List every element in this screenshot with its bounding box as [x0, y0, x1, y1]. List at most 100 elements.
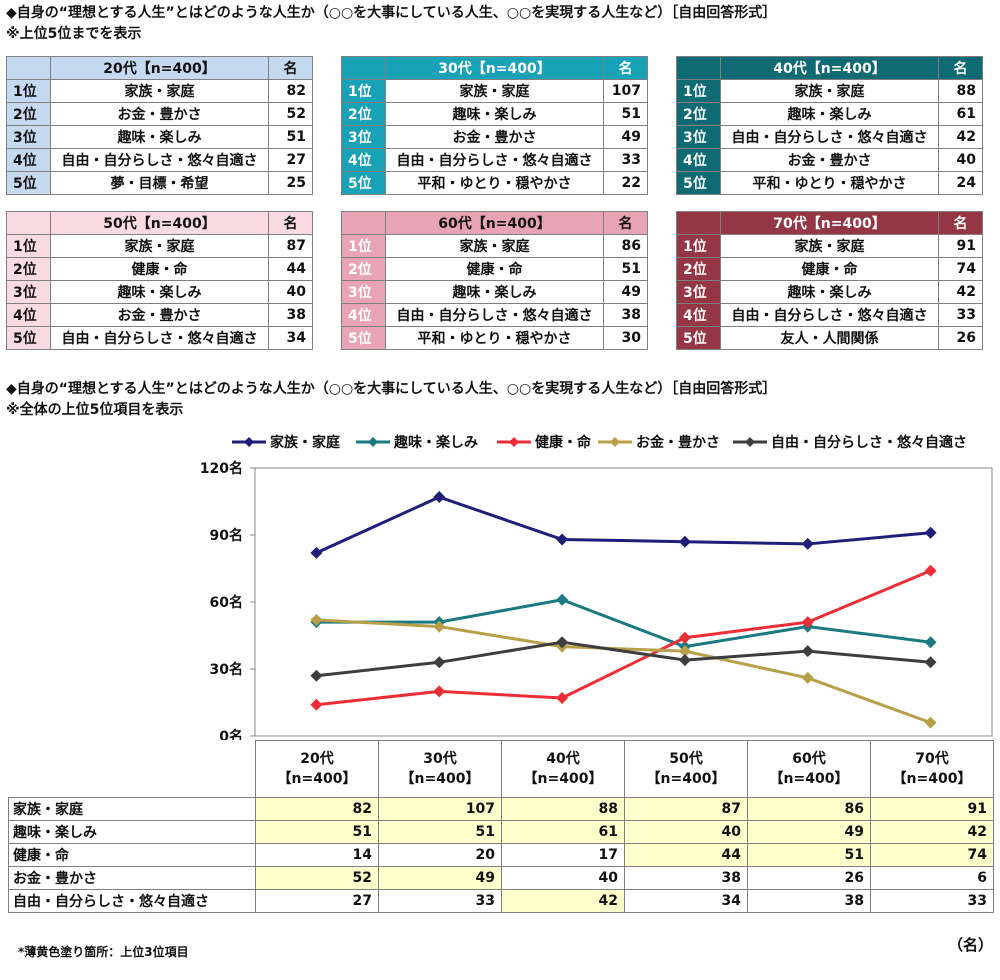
rank-item: 健康・命: [720, 257, 939, 281]
data-point: [310, 669, 323, 682]
table-cell: 44: [624, 843, 748, 867]
rank-table-1: 20代【n=400】名 1位 家族・家庭 82 2位 お金・豊かさ 52 3位 趣味・楽しみ 51…: [6, 56, 313, 195]
table-cell: 33: [378, 889, 502, 913]
rank-label: 3位: [676, 125, 721, 149]
rank-label: 3位: [341, 280, 386, 304]
data-point: [678, 645, 691, 658]
series-line: [315, 495, 931, 555]
table-row: 自由・自分らしさ・悠々自適さ 27 33 42 34 38 33: [8, 889, 994, 913]
rank-row: 3位 趣味・楽しみ 42: [676, 280, 983, 304]
rank-item: 平和・ゆとり・穏やかさ: [385, 326, 604, 350]
rank-row: 3位 趣味・楽しみ 40: [6, 280, 313, 304]
rank-row: 4位 お金・豊かさ 40: [676, 148, 983, 172]
row-label: 健康・命: [8, 843, 256, 867]
rank-label: 1位: [6, 79, 51, 103]
rank-count: 49: [603, 125, 648, 149]
rank-row: 4位 自由・自分らしさ・悠々自適さ 38: [341, 303, 648, 327]
category-header: 20代 【n=400】: [255, 740, 379, 798]
rank-item: 家族・家庭: [385, 234, 604, 258]
rank-row: 2位 健康・命 44: [6, 257, 313, 281]
data-point: [678, 535, 691, 548]
rank-item: 自由・自分らしさ・悠々自適さ: [50, 148, 269, 172]
row-label: お金・豊かさ: [8, 866, 256, 890]
section1-title: ◆自身の“理想とする人生”とはどのような人生か（○○を大事にしている人生、○○を…: [6, 5, 777, 21]
data-point: [924, 716, 937, 729]
table-cell: 42: [870, 820, 994, 844]
data-point: [801, 645, 814, 658]
section2-title: ◆自身の“理想とする人生”とはどのような人生か（○○を大事にしている人生、○○を…: [6, 381, 777, 397]
table-cell: 40: [501, 866, 625, 890]
rank-label: 1位: [676, 234, 721, 258]
section2-note: ※全体の上位5位項目を表示: [6, 402, 184, 418]
legend-label: 自由・自分らしさ・悠々自適さ: [771, 434, 967, 451]
rank-item: 趣味・楽しみ: [385, 102, 604, 126]
data-point: [433, 685, 446, 698]
data-point: [433, 491, 446, 504]
rank-row: 2位 健康・命 51: [341, 257, 648, 281]
rank-row: 4位 お金・豊かさ 38: [6, 303, 313, 327]
rank-count: 42: [938, 280, 983, 304]
category-header: 50代 【n=400】: [624, 740, 748, 798]
rank-table-corner: [6, 211, 51, 235]
data-point: [310, 613, 323, 626]
section1-note: ※上位5位までを表示: [6, 26, 142, 42]
rank-item: 夢・目標・希望: [50, 171, 269, 195]
y-tick-label: 60名: [210, 594, 243, 611]
table-cell: 51: [747, 843, 871, 867]
rank-item: 健康・命: [385, 257, 604, 281]
rank-table-count-header: 名: [938, 56, 983, 80]
rank-count: 82: [268, 79, 313, 103]
category-header: 30代 【n=400】: [378, 740, 502, 798]
rank-label: 4位: [6, 303, 51, 327]
rank-label: 5位: [6, 171, 51, 195]
rank-row: 1位 家族・家庭 107: [341, 79, 648, 103]
rank-count: 52: [268, 102, 313, 126]
category-header: 60代 【n=400】: [747, 740, 871, 798]
table-corner: [8, 740, 256, 798]
rank-row: 5位 夢・目標・希望 25: [6, 171, 313, 195]
data-point: [801, 616, 814, 629]
rank-item: 家族・家庭: [385, 79, 604, 103]
table-cell: 107: [378, 797, 502, 821]
rank-item: 自由・自分らしさ・悠々自適さ: [720, 303, 939, 327]
rank-table-count-header: 名: [603, 56, 648, 80]
rank-row: 1位 家族・家庭 87: [6, 234, 313, 258]
rank-table-corner: [341, 56, 386, 80]
table-row: 健康・命 14 20 17 44 51 74: [8, 843, 994, 867]
rank-item: 家族・家庭: [50, 234, 269, 258]
rank-count: 34: [268, 326, 313, 350]
rank-count: 22: [603, 171, 648, 195]
rank-count: 86: [603, 234, 648, 258]
category-header: 40代 【n=400】: [501, 740, 625, 798]
legend-label: 趣味・楽しみ: [393, 434, 478, 451]
table-cell: 51: [255, 820, 379, 844]
rank-row: 5位 友人・人間関係 26: [676, 326, 983, 350]
y-tick-label: 0名: [219, 728, 243, 740]
rank-row: 1位 家族・家庭 88: [676, 79, 983, 103]
rank-row: 5位 平和・ゆとり・穏やかさ 22: [341, 171, 648, 195]
table-cell: 38: [747, 889, 871, 913]
rank-table-count-header: 名: [268, 56, 313, 80]
table-cell: 88: [501, 797, 625, 821]
table-cell: 34: [624, 889, 748, 913]
rank-label: 5位: [341, 326, 386, 350]
rank-count: 87: [268, 234, 313, 258]
table-cell: 20: [378, 843, 502, 867]
rank-count: 40: [268, 280, 313, 304]
rank-table-corner: [676, 56, 721, 80]
table-cell: 74: [870, 843, 994, 867]
data-point: [924, 656, 937, 669]
y-tick-label: 120名: [200, 460, 243, 477]
data-point: [556, 593, 569, 606]
rank-label: 2位: [676, 102, 721, 126]
rank-item: お金・豊かさ: [50, 102, 269, 126]
rank-table-2: 30代【n=400】名 1位 家族・家庭 107 2位 趣味・楽しみ 51 3位 お金・豊かさ 4…: [341, 56, 648, 195]
data-point: [310, 546, 323, 559]
table-row: お金・豊かさ 52 49 40 38 26 6: [8, 866, 994, 890]
table-cell: 91: [870, 797, 994, 821]
rank-label: 4位: [676, 303, 721, 327]
rank-count: 40: [938, 148, 983, 172]
data-point: [678, 654, 691, 667]
data-point: [924, 526, 937, 539]
rank-label: 2位: [676, 257, 721, 281]
